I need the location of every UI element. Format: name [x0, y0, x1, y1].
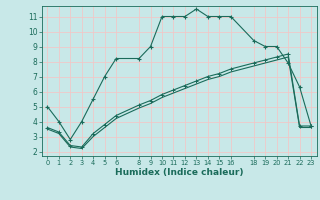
X-axis label: Humidex (Indice chaleur): Humidex (Indice chaleur): [115, 168, 244, 177]
